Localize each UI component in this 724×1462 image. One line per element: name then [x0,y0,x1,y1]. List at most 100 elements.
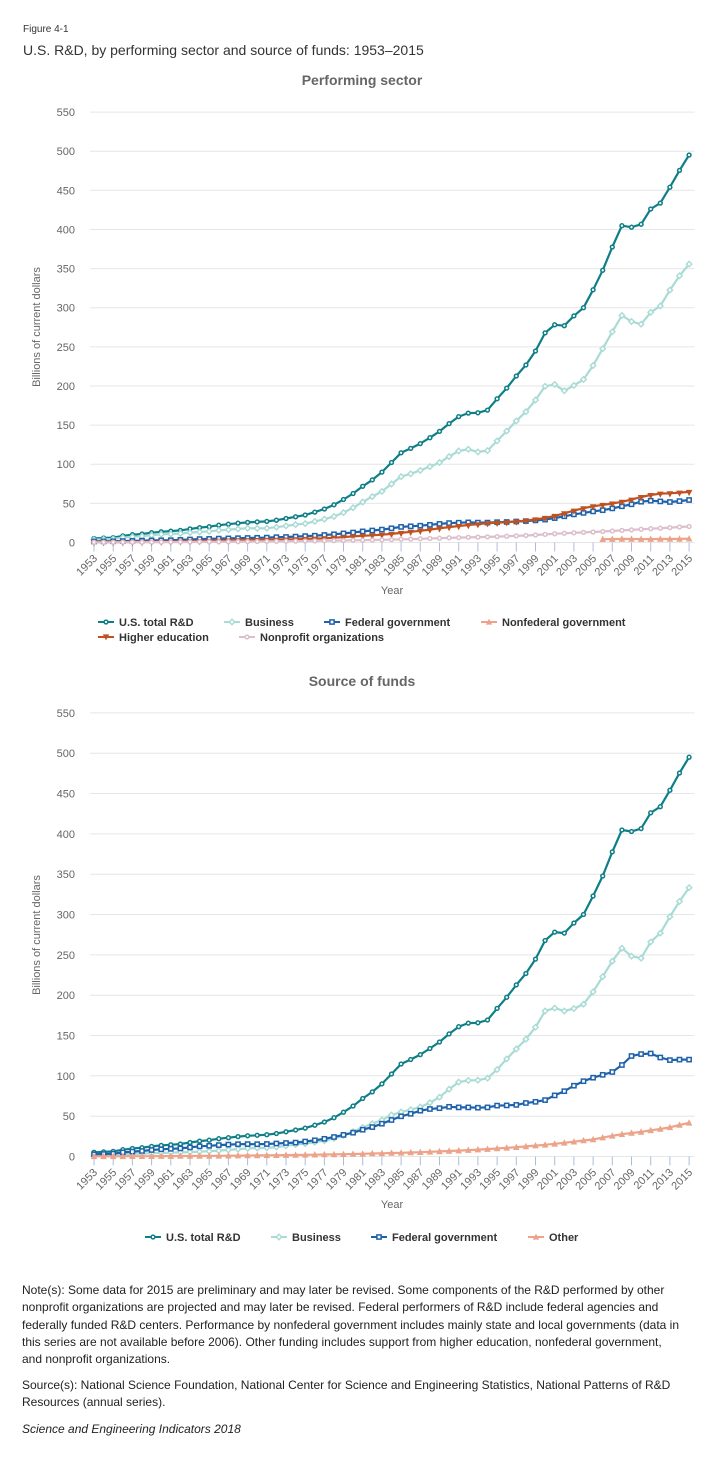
svg-text:1987: 1987 [401,553,427,579]
svg-text:1959: 1959 [132,553,158,579]
svg-text:1989: 1989 [420,553,446,579]
svg-text:1955: 1955 [94,553,120,579]
svg-text:450: 450 [57,789,75,801]
svg-text:350: 350 [57,869,75,881]
svg-text:1961: 1961 [151,553,177,579]
svg-text:2001: 2001 [535,553,561,579]
svg-text:1989: 1989 [420,1167,446,1193]
svg-text:1963: 1963 [170,1167,196,1193]
svg-text:1959: 1959 [132,1167,158,1193]
svg-text:2005: 2005 [573,553,599,579]
svg-text:2015: 2015 [669,1167,695,1193]
svg-text:Other: Other [549,1232,579,1244]
svg-text:1961: 1961 [151,1167,177,1193]
svg-text:150: 150 [57,1031,75,1043]
svg-text:200: 200 [57,990,75,1002]
svg-text:1965: 1965 [190,1167,216,1193]
svg-text:Year: Year [381,1199,404,1211]
svg-text:1953: 1953 [74,1167,100,1193]
svg-text:400: 400 [57,829,75,841]
svg-text:1985: 1985 [381,1167,407,1193]
svg-text:1997: 1997 [497,1167,523,1193]
svg-text:300: 300 [57,303,75,315]
svg-text:1993: 1993 [458,553,484,579]
svg-text:2007: 2007 [593,1167,619,1193]
svg-text:1955: 1955 [94,1167,120,1193]
svg-text:50: 50 [63,498,75,510]
svg-text:250: 250 [57,950,75,962]
svg-text:1991: 1991 [439,553,465,579]
svg-text:2003: 2003 [554,553,580,579]
svg-text:Business: Business [292,1232,341,1244]
svg-text:1991: 1991 [439,1167,465,1193]
svg-text:Federal government: Federal government [392,1232,497,1244]
svg-text:Federal government: Federal government [345,617,450,629]
svg-text:1985: 1985 [381,553,407,579]
svg-text:1969: 1969 [228,1167,254,1193]
svg-text:1971: 1971 [247,1167,273,1193]
svg-text:Nonprofit organizations: Nonprofit organizations [260,632,384,644]
svg-text:1995: 1995 [477,1167,503,1193]
svg-text:50: 50 [63,1111,75,1123]
svg-text:350: 350 [57,264,75,276]
svg-text:1973: 1973 [266,553,292,579]
svg-text:1969: 1969 [228,553,254,579]
svg-text:1977: 1977 [305,1167,331,1193]
svg-text:2005: 2005 [573,1167,599,1193]
svg-text:2001: 2001 [535,1167,561,1193]
svg-text:2013: 2013 [650,553,676,579]
svg-text:2003: 2003 [554,1167,580,1193]
svg-text:1979: 1979 [324,1167,350,1193]
svg-text:550: 550 [57,107,75,119]
svg-text:2013: 2013 [650,1167,676,1193]
svg-text:Year: Year [381,585,404,597]
svg-text:1975: 1975 [286,1167,312,1193]
svg-text:1983: 1983 [362,553,388,579]
svg-text:2007: 2007 [593,553,619,579]
svg-text:U.S. total R&D: U.S. total R&D [119,617,194,629]
svg-text:U.S. total R&D: U.S. total R&D [166,1232,241,1244]
svg-text:1967: 1967 [209,1167,235,1193]
svg-text:1973: 1973 [266,1167,292,1193]
svg-text:150: 150 [57,420,75,432]
svg-text:200: 200 [57,381,75,393]
svg-text:250: 250 [57,342,75,354]
svg-text:1977: 1977 [305,553,331,579]
svg-text:0: 0 [69,538,75,550]
svg-text:Billions of current dollars: Billions of current dollars [31,875,43,995]
svg-text:400: 400 [57,225,75,237]
svg-text:1971: 1971 [247,553,273,579]
svg-text:1983: 1983 [362,1167,388,1193]
svg-text:1987: 1987 [401,1167,427,1193]
svg-text:1967: 1967 [209,553,235,579]
svg-text:1999: 1999 [516,553,542,579]
svg-text:1963: 1963 [170,553,196,579]
svg-text:2009: 2009 [612,1167,638,1193]
svg-text:1997: 1997 [497,553,523,579]
svg-text:2009: 2009 [612,553,638,579]
svg-text:1957: 1957 [113,553,139,579]
svg-text:500: 500 [57,748,75,760]
svg-text:Higher education: Higher education [119,632,209,644]
svg-text:Nonfederal government: Nonfederal government [502,617,626,629]
svg-text:1999: 1999 [516,1167,542,1193]
svg-text:100: 100 [57,1071,75,1083]
svg-text:450: 450 [57,185,75,197]
svg-text:1981: 1981 [343,1167,369,1193]
svg-text:1975: 1975 [286,553,312,579]
svg-text:1995: 1995 [477,553,503,579]
svg-text:300: 300 [57,910,75,922]
svg-text:Business: Business [245,617,294,629]
svg-text:Billions of current dollars: Billions of current dollars [31,267,43,387]
svg-text:2015: 2015 [669,553,695,579]
svg-text:1993: 1993 [458,1167,484,1193]
svg-text:1957: 1957 [113,1167,139,1193]
svg-text:1965: 1965 [190,553,216,579]
svg-text:100: 100 [57,459,75,471]
svg-text:500: 500 [57,146,75,158]
svg-text:1979: 1979 [324,553,350,579]
svg-text:550: 550 [57,708,75,720]
svg-text:1953: 1953 [74,553,100,579]
svg-text:1981: 1981 [343,553,369,579]
svg-text:0: 0 [69,1152,75,1164]
